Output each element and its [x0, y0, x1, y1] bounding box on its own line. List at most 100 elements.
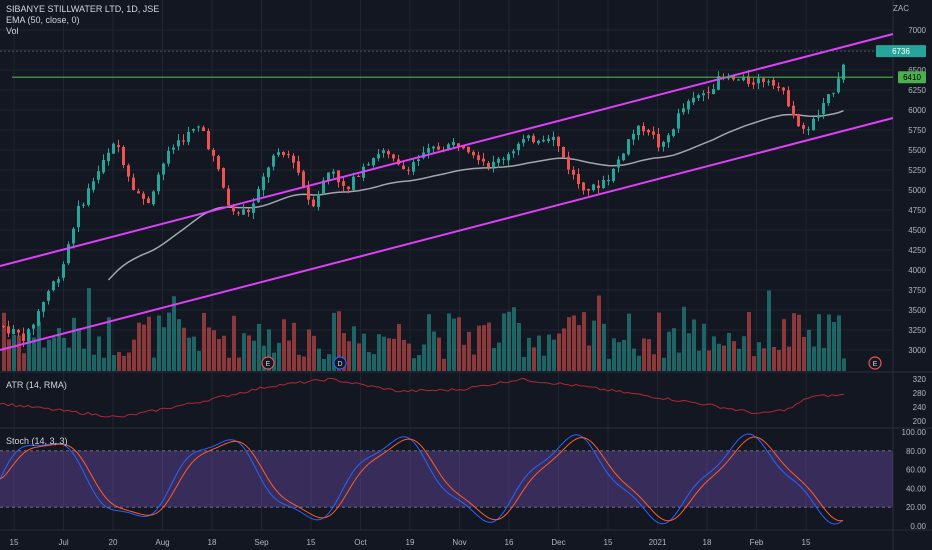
currency-label: ZAC: [893, 4, 909, 13]
candle-body: [127, 165, 130, 177]
candle-body: [542, 139, 545, 142]
candle-body: [297, 161, 300, 173]
volume-bar: [92, 354, 96, 371]
volume-bar: [357, 343, 361, 371]
price-tick-label: 7000: [908, 26, 926, 35]
candle-body: [347, 186, 350, 190]
candle-body: [532, 135, 535, 143]
candle-body: [167, 150, 170, 164]
volume-bar: [427, 314, 431, 371]
volume-bar: [242, 333, 246, 371]
volume-bar: [132, 339, 136, 371]
volume-bar: [607, 358, 611, 371]
event-marker: [261, 356, 275, 370]
volume-bar: [47, 339, 51, 371]
volume-bar: [252, 340, 256, 371]
time-tick-label: 2021: [649, 538, 667, 547]
volume-bar: [142, 324, 146, 371]
volume-bar: [147, 316, 151, 371]
volume-bar: [567, 317, 571, 371]
candle-body: [387, 151, 390, 155]
volume-bar: [67, 347, 71, 371]
volume-bar: [437, 337, 441, 371]
volume-bar: [832, 322, 836, 371]
candle-body: [227, 188, 230, 206]
event-marker-label: E: [873, 361, 878, 368]
volume-bar: [77, 328, 81, 371]
ema-legend: EMA (50, close, 0): [6, 15, 80, 25]
candle-body: [272, 155, 275, 167]
volume-bar: [287, 340, 291, 371]
candle-body: [17, 329, 20, 333]
candle-body: [827, 94, 830, 104]
axes: 3000 3250 3500 3750 4000 4250 4500 4750 5000 5250…: [10, 26, 927, 547]
candle-body: [572, 170, 575, 175]
indicator-panes: [0, 377, 893, 525]
volume-bar: [162, 327, 166, 371]
volume-bar: [777, 350, 781, 371]
time-tick-label: 15: [307, 538, 316, 547]
candle-body: [502, 158, 505, 160]
volume-bar: [292, 322, 296, 371]
volume-bar: [407, 343, 411, 371]
candle-body: [42, 302, 45, 312]
candle-body: [292, 155, 295, 163]
stoch-band: [0, 450, 893, 508]
stoch-d-line: [0, 436, 844, 522]
volume-bar: [442, 358, 446, 371]
volume-bar: [307, 329, 311, 371]
volume-bar: [247, 335, 251, 371]
candle-body: [117, 145, 120, 147]
ema-line: [107, 109, 844, 281]
candle-body: [82, 204, 85, 206]
price-tick-label: 3000: [908, 346, 926, 355]
candle-body: [567, 156, 570, 170]
candle-body: [267, 167, 270, 178]
candle-body: [32, 324, 35, 329]
channel-lower: [0, 117, 894, 351]
time-tick-label: 20: [109, 538, 118, 547]
candle-body: [7, 326, 10, 334]
volume-bar: [22, 353, 26, 371]
event-marker-label: D: [337, 361, 342, 368]
volume-bar: [342, 333, 346, 371]
candle-body: [822, 103, 825, 114]
candle-body: [472, 151, 475, 156]
price-tick-label: 5250: [908, 166, 926, 175]
candle-body: [277, 152, 280, 155]
volume-bar: [452, 318, 456, 371]
volume-bar: [837, 315, 841, 371]
volume-bar: [417, 354, 421, 371]
candle-body: [47, 291, 50, 301]
candle-body: [447, 144, 450, 150]
volume-bar: [227, 357, 231, 371]
volume-bar: [207, 327, 211, 371]
candle-body: [257, 188, 260, 203]
candle-body: [707, 91, 710, 93]
volume-bar: [702, 323, 706, 371]
volume-bar: [597, 295, 601, 371]
volume-bar: [562, 328, 566, 371]
volume-bar: [812, 346, 816, 371]
candle-body: [512, 151, 515, 154]
volume-bar: [17, 335, 21, 371]
volume-bar: [757, 342, 761, 371]
volume-bar: [402, 339, 406, 371]
candle-body: [132, 177, 135, 190]
event-marker-label: E: [266, 361, 271, 368]
candle-body: [262, 176, 265, 191]
time-tick-label: Oct: [354, 538, 367, 547]
candle-body: [837, 78, 840, 93]
volume-bar: [637, 355, 641, 371]
volume-bar: [742, 336, 746, 371]
candle-body: [712, 89, 715, 95]
candle-body: [647, 129, 650, 133]
volume-bar: [42, 347, 46, 371]
candle-body: [212, 149, 215, 156]
candle-body: [72, 228, 75, 244]
time-tick-label: 16: [505, 538, 514, 547]
volume-bar: [212, 330, 216, 371]
volume-bar: [122, 355, 126, 371]
candle-body: [797, 114, 800, 127]
